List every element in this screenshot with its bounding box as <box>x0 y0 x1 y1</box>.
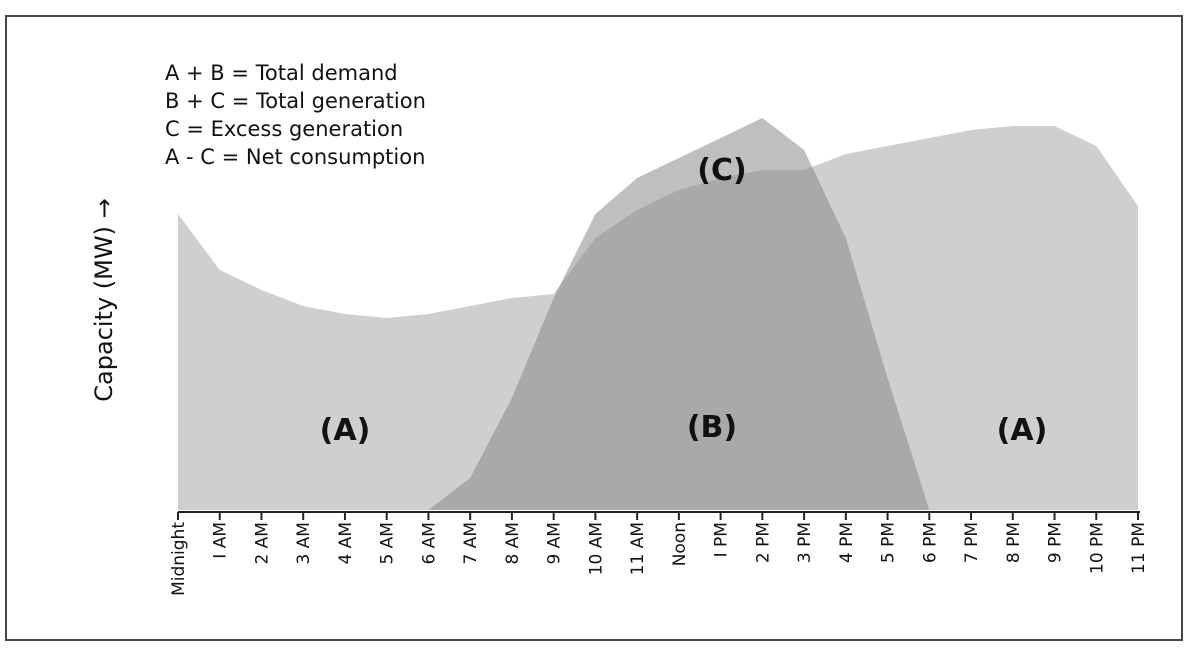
x-tick-label: 10 PM <box>1087 522 1107 574</box>
x-tick-label: 4 AM <box>336 522 356 565</box>
x-tick-label: 5 PM <box>879 522 899 563</box>
x-tick-label: 9 AM <box>545 522 565 565</box>
key-line: B + C = Total generation <box>165 89 426 113</box>
x-tick-label: 2 PM <box>753 522 773 563</box>
x-tick-label: 3 PM <box>795 522 815 563</box>
x-tick-label: 6 PM <box>920 522 940 563</box>
x-tick-label: 5 AM <box>378 522 398 565</box>
key-line: A + B = Total demand <box>165 61 398 85</box>
x-tick-label: 3 AM <box>294 522 314 565</box>
x-tick-label: I AM <box>211 522 231 559</box>
x-tick-label: 2 AM <box>252 522 272 565</box>
annotation: (A) <box>997 413 1048 448</box>
x-tick-label: 4 PM <box>837 522 857 563</box>
x-tick-label: Midnight <box>169 522 189 596</box>
annotation: (B) <box>687 410 737 445</box>
x-tick-label: 6 AM <box>419 522 439 565</box>
x-tick-label: Noon <box>670 522 690 566</box>
key-line: A - C = Net consumption <box>165 145 425 169</box>
x-tick-label: 7 PM <box>962 522 982 563</box>
x-tick-label: 8 PM <box>1004 522 1024 563</box>
key-line: C = Excess generation <box>165 117 403 141</box>
x-tick-label: I PM <box>712 522 732 557</box>
x-tick-label: 10 AM <box>586 522 606 575</box>
frame <box>5 15 1183 641</box>
y-axis-label: Capacity (MW) → <box>90 198 118 401</box>
x-tick-label: 9 PM <box>1046 522 1066 563</box>
x-tick-label: 11 PM <box>1129 522 1149 574</box>
x-tick-label: 7 AM <box>461 522 481 565</box>
annotation: (A) <box>320 413 371 448</box>
x-tick-label: 11 AM <box>628 522 648 575</box>
annotation: (C) <box>697 153 746 188</box>
x-tick-label: 8 AM <box>503 522 523 565</box>
area <box>178 118 1138 510</box>
